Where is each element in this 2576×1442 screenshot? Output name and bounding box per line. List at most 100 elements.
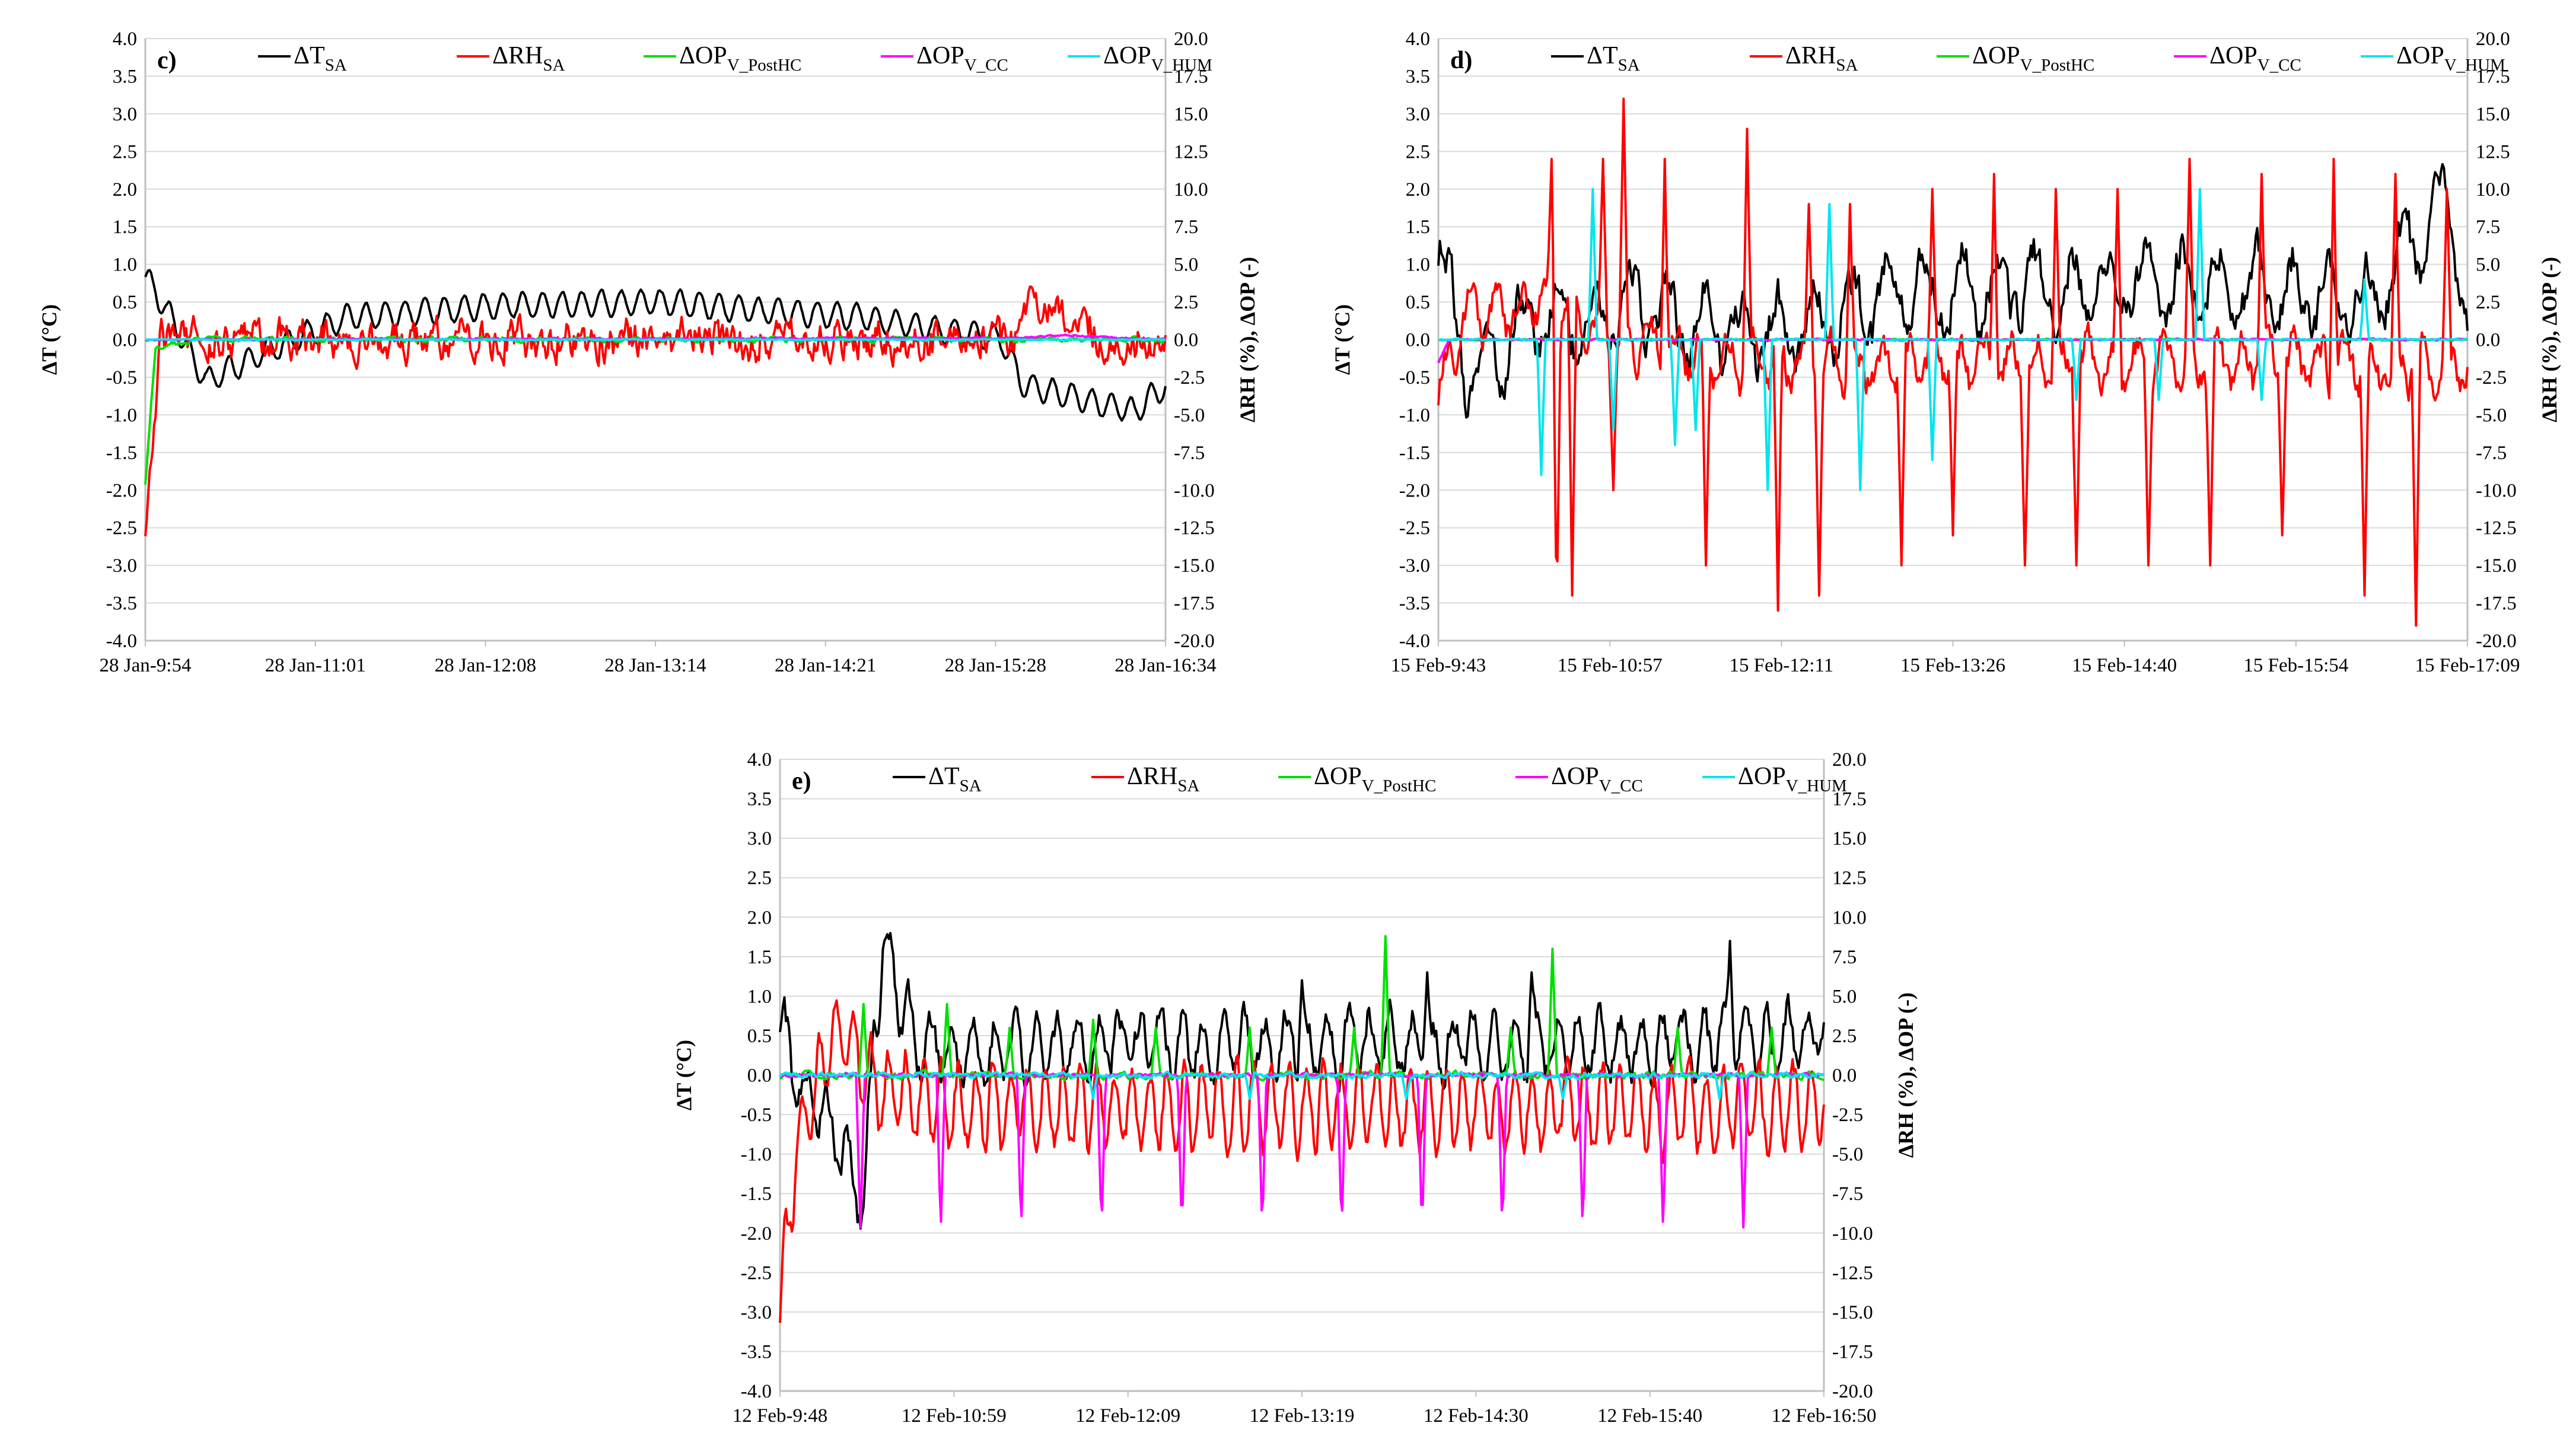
y-right-tick-label: -10.0: [1174, 480, 1215, 501]
x-tick-label: 12 Feb-13:19: [1250, 1405, 1355, 1427]
y-right-tick-label: 20.0: [2476, 28, 2510, 50]
y-left-tick-label: 2.5: [113, 141, 137, 163]
y-right-tick-label: 5.0: [2476, 254, 2500, 276]
y-right-tick-label: -5.0: [2476, 405, 2507, 426]
legend-entry: ΔTSA: [1587, 42, 1640, 75]
y-left-tick-label: 4.0: [113, 28, 137, 50]
y-left-tick-label: 3.5: [747, 789, 772, 810]
y-right-tick-label: 2.5: [1832, 1026, 1857, 1047]
legend-entry: ΔOPV_HUM: [1738, 763, 1847, 795]
y-right-tick-label: -10.0: [2476, 480, 2517, 501]
y-right-tick-label: 10.0: [1832, 907, 1867, 928]
y-left-tick-label: -0.5: [1399, 367, 1430, 389]
legend-entry: ΔOPV_HUM: [1103, 42, 1212, 75]
y-right-tick-label: -15.0: [1174, 555, 1215, 577]
y-left-tick-label: 0.0: [1406, 330, 1430, 351]
y-left-tick-label: 1.0: [113, 254, 137, 276]
y-right-tick-label: 15.0: [2476, 104, 2510, 125]
y-left-tick-label: -1.0: [741, 1144, 772, 1166]
y-left-tick-label: 0.5: [113, 292, 137, 313]
series-line-ΔOP_V_HUM: [145, 338, 1166, 342]
y-right-tick-label: 17.5: [2476, 66, 2510, 87]
legend-entry: ΔTSA: [294, 42, 347, 75]
x-tick-label: 15 Feb-17:09: [2415, 655, 2520, 676]
y-left-tick-label: 2.5: [1406, 141, 1430, 163]
x-tick-label: 15 Feb-9:43: [1391, 655, 1486, 676]
x-tick-label: 12 Feb-10:59: [902, 1405, 1007, 1427]
y-left-tick-label: 4.0: [747, 749, 772, 771]
y-right-axis-label: ΔRH (%), ΔOP (-): [1236, 257, 1259, 422]
legend-entry: ΔOPV_CC: [916, 42, 1008, 75]
x-tick-label: 15 Feb-12:11: [1729, 655, 1833, 676]
y-right-tick-label: -12.5: [1174, 518, 1215, 539]
y-left-tick-label: -3.5: [1399, 593, 1430, 615]
y-right-tick-label: 12.5: [1174, 141, 1208, 163]
y-right-tick-label: -15.0: [1832, 1302, 1873, 1323]
y-right-tick-label: 2.5: [2476, 292, 2500, 313]
y-left-tick-label: 1.0: [1406, 254, 1430, 276]
x-tick-label: 12 Feb-12:09: [1075, 1405, 1180, 1427]
chart-panel-d: -4.0 -3.5 -3.0 -2.5 -2.0 -1.5 -1.0 -0.5 0.0 0.5 1.…: [1330, 28, 2561, 676]
y-right-tick-label: 0.0: [1832, 1065, 1857, 1087]
legend-entry: ΔOPV_CC: [2209, 42, 2301, 75]
panel-label: c): [157, 47, 177, 74]
y-right-tick-label: 10.0: [2476, 179, 2510, 200]
legend-entry: ΔOPV_CC: [1551, 763, 1643, 795]
y-right-tick-label: -2.5: [1174, 367, 1205, 389]
y-right-tick-label: -17.5: [2476, 593, 2517, 615]
y-left-tick-label: 3.5: [113, 66, 137, 87]
x-tick-label: 28 Jan-16:34: [1115, 655, 1216, 676]
y-left-tick-label: -4.0: [1399, 631, 1430, 652]
y-right-tick-label: 12.5: [1832, 868, 1867, 889]
x-tick-label: 28 Jan-12:08: [435, 655, 536, 676]
y-left-tick-label: -2.5: [741, 1262, 772, 1284]
y-right-axis-label: ΔRH (%), ΔOP (-): [1894, 992, 1918, 1158]
y-right-tick-label: 2.5: [1174, 292, 1198, 313]
series-line-ΔRH_SA: [144, 285, 1167, 537]
y-left-tick-label: 0.0: [747, 1065, 772, 1087]
y-right-tick-label: -2.5: [1832, 1104, 1863, 1126]
y-left-tick-label: -1.5: [741, 1183, 772, 1205]
x-tick-label: 15 Feb-10:57: [1558, 655, 1663, 676]
series-line-ΔOP_V_HUM: [779, 1070, 1825, 1100]
y-left-tick-label: -3.5: [741, 1341, 772, 1363]
x-tick-label: 28 Jan-13:14: [604, 655, 706, 676]
legend-entry: ΔOPV_PostHC: [1972, 42, 2094, 75]
panel-label: d): [1450, 47, 1472, 74]
legend-entry: ΔOPV_PostHC: [1314, 763, 1436, 795]
y-left-tick-label: 2.0: [747, 907, 772, 928]
y-right-tick-label: -10.0: [1832, 1223, 1873, 1244]
y-left-tick-label: -2.0: [106, 480, 137, 501]
x-tick-label: 12 Feb-9:48: [733, 1405, 827, 1427]
y-right-tick-label: -15.0: [2476, 555, 2517, 577]
y-left-tick-label: -0.5: [741, 1104, 772, 1126]
legend-entry: ΔOPV_PostHC: [679, 42, 801, 75]
y-left-tick-label: 3.0: [1406, 104, 1430, 125]
y-left-tick-label: -3.5: [106, 593, 137, 615]
x-tick-label: 12 Feb-16:50: [1772, 1405, 1877, 1427]
legend-entry: ΔTSA: [928, 763, 982, 795]
y-right-tick-label: -7.5: [1174, 443, 1205, 464]
x-tick-label: 28 Jan-9:54: [100, 655, 192, 676]
y-right-tick-label: -20.0: [1174, 631, 1215, 652]
y-left-tick-label: 2.5: [747, 868, 772, 889]
y-left-tick-label: -1.0: [106, 405, 137, 426]
y-left-tick-label: 3.0: [747, 828, 772, 849]
y-right-tick-label: 7.5: [2476, 217, 2500, 238]
y-right-tick-label: -20.0: [2476, 631, 2517, 652]
y-left-tick-label: -3.0: [1399, 555, 1430, 577]
legend-entry: ΔRHSA: [1127, 763, 1199, 795]
y-right-tick-label: 10.0: [1174, 179, 1208, 200]
y-left-tick-label: -4.0: [106, 631, 137, 652]
y-right-tick-label: -7.5: [1832, 1183, 1863, 1205]
x-tick-label: 28 Jan-14:21: [775, 655, 876, 676]
y-left-axis-label: ΔT (°C): [672, 1040, 696, 1110]
y-right-tick-label: 0.0: [1174, 330, 1198, 351]
y-right-tick-label: -12.5: [2476, 518, 2517, 539]
y-right-tick-label: 12.5: [2476, 141, 2510, 163]
series-line-ΔOP_V_PostHC: [779, 935, 1825, 1082]
y-right-tick-label: -5.0: [1832, 1144, 1863, 1166]
y-left-tick-label: -1.5: [1399, 443, 1430, 464]
y-left-tick-label: 1.5: [113, 217, 137, 238]
y-right-tick-label: 20.0: [1832, 749, 1867, 771]
